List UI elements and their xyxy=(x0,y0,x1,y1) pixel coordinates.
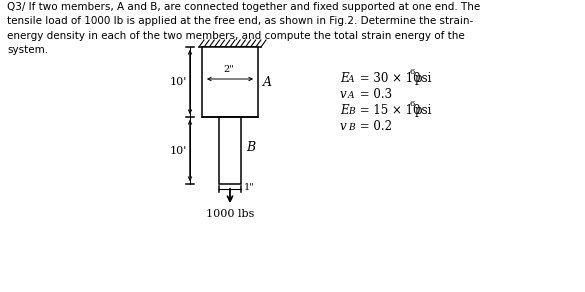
Text: B: B xyxy=(348,107,355,116)
Text: E: E xyxy=(340,72,349,85)
Text: psi: psi xyxy=(415,72,432,85)
Text: B: B xyxy=(348,123,355,132)
Text: 1000 lbs: 1000 lbs xyxy=(206,209,254,219)
Text: A: A xyxy=(348,91,355,100)
Text: v: v xyxy=(340,88,347,101)
Text: B: B xyxy=(246,141,255,154)
Text: 6: 6 xyxy=(410,100,415,108)
Text: A: A xyxy=(348,75,355,84)
Text: 1": 1" xyxy=(244,183,255,192)
Text: 10': 10' xyxy=(170,145,187,156)
Text: psi: psi xyxy=(415,104,432,117)
Text: E: E xyxy=(340,104,349,117)
Bar xyxy=(202,47,258,117)
Bar xyxy=(219,117,241,184)
Text: = 15 × 10: = 15 × 10 xyxy=(356,104,421,117)
Text: Q3/ If two members, A and B, are connected together and fixed supported at one e: Q3/ If two members, A and B, are connect… xyxy=(7,2,480,55)
Text: = 30 × 10: = 30 × 10 xyxy=(356,72,421,85)
Text: 2": 2" xyxy=(223,65,235,74)
Text: = 0.3: = 0.3 xyxy=(356,88,392,101)
Text: 6: 6 xyxy=(410,68,415,76)
Text: A: A xyxy=(263,76,272,88)
Text: 10': 10' xyxy=(170,77,187,87)
Text: v: v xyxy=(340,120,347,133)
Text: = 0.2: = 0.2 xyxy=(356,120,392,133)
